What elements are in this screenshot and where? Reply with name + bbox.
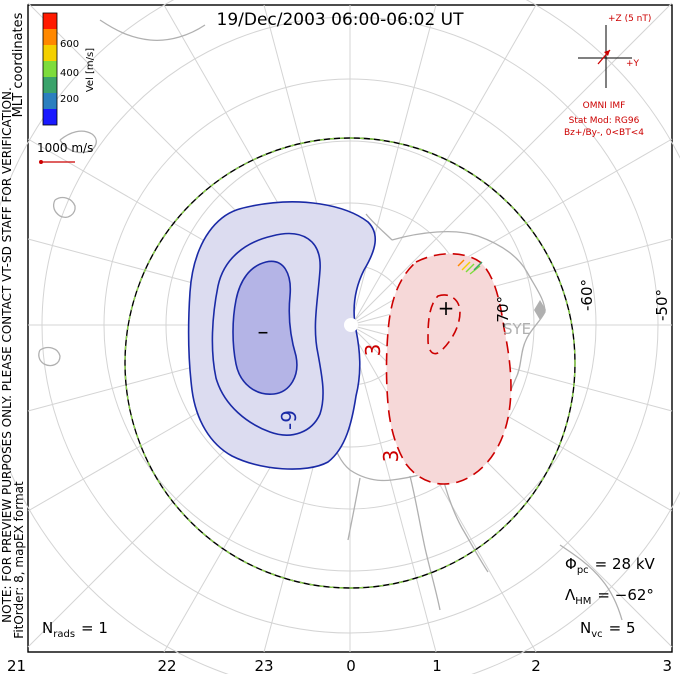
stats-panel: Φpc = 28 kV ΛHM = −62° Nvc = 5 Nrads = 1	[42, 555, 656, 640]
reference-vector-label: 1000 m/s	[37, 141, 93, 155]
station-label: SYE	[503, 320, 531, 338]
imf-source: OMNI IMF	[583, 101, 626, 111]
pole-marker	[344, 318, 358, 332]
hm-boundary	[124, 137, 576, 589]
velocity-color-scale: 600 400 200 Vel [m/s]	[42, 12, 96, 126]
latitude-label-50: -50°	[653, 289, 671, 321]
stat-n-vc: Nvc = 5	[580, 619, 636, 640]
negative-contour-inner	[232, 260, 298, 395]
map-title: 19/Dec/2003 06:00-06:02 UT	[217, 10, 465, 30]
mlt-label-23: 23	[254, 657, 273, 674]
potential-minimum-marker: –	[258, 320, 269, 345]
positive-contour-inner	[427, 294, 461, 355]
stat-phi-pc: Φpc = 28 kV	[565, 555, 656, 576]
scale-tick-400: 400	[60, 68, 79, 79]
preview-note: NOTE: FOR PREVIEW PURPOSES ONLY. PLEASE …	[0, 87, 14, 623]
mlt-axis: 21 22 23 0 1 2 3	[7, 657, 672, 674]
mlt-label-0: 0	[346, 657, 356, 674]
station-marker	[534, 300, 546, 320]
scale-label: Vel [m/s]	[85, 48, 96, 92]
positive-contour-label: 3	[361, 344, 385, 357]
negative-contour-mid	[211, 232, 324, 436]
imf-y-label: +Y	[626, 59, 640, 69]
positive-potential-cell	[385, 252, 512, 485]
positive-contour-label-lower: 3	[379, 450, 403, 463]
stat-lambda-hm: ΛHM = −62°	[565, 586, 654, 607]
scale-tick-200: 200	[60, 94, 79, 105]
scale-tick-600: 600	[60, 39, 79, 50]
imf-model-line2: Bz+/By-, 0<BT<4	[564, 128, 644, 138]
coord-label: MLT coordinates	[11, 12, 26, 117]
imf-model-line1: Stat Mod: RG96	[569, 116, 640, 126]
negative-potential-cell	[187, 201, 376, 470]
negative-contour-label: -9	[277, 410, 301, 430]
imf-dial: +Z (5 nT) +Y OMNI IMF Stat Mod: RG96 Bz+…	[564, 14, 651, 138]
stat-n-rads: Nrads = 1	[42, 619, 108, 640]
velocity-vectors	[457, 259, 483, 275]
mlt-label-1: 1	[432, 657, 442, 674]
positive-cell-fill	[385, 252, 512, 485]
fit-order-note: FitOrder: 8, mapEX format	[12, 481, 26, 639]
mlt-label-3: 3	[662, 657, 672, 674]
mlt-label-21: 21	[7, 657, 26, 674]
mlt-label-22: 22	[157, 657, 176, 674]
reference-vector: 1000 m/s	[37, 141, 93, 164]
imf-z-label: +Z (5 nT)	[608, 14, 651, 24]
latitude-label-70: -70°	[494, 296, 512, 328]
mlt-label-2: 2	[531, 657, 541, 674]
latitude-label-60: -60°	[578, 279, 596, 311]
potential-maximum-marker: +	[438, 296, 455, 320]
